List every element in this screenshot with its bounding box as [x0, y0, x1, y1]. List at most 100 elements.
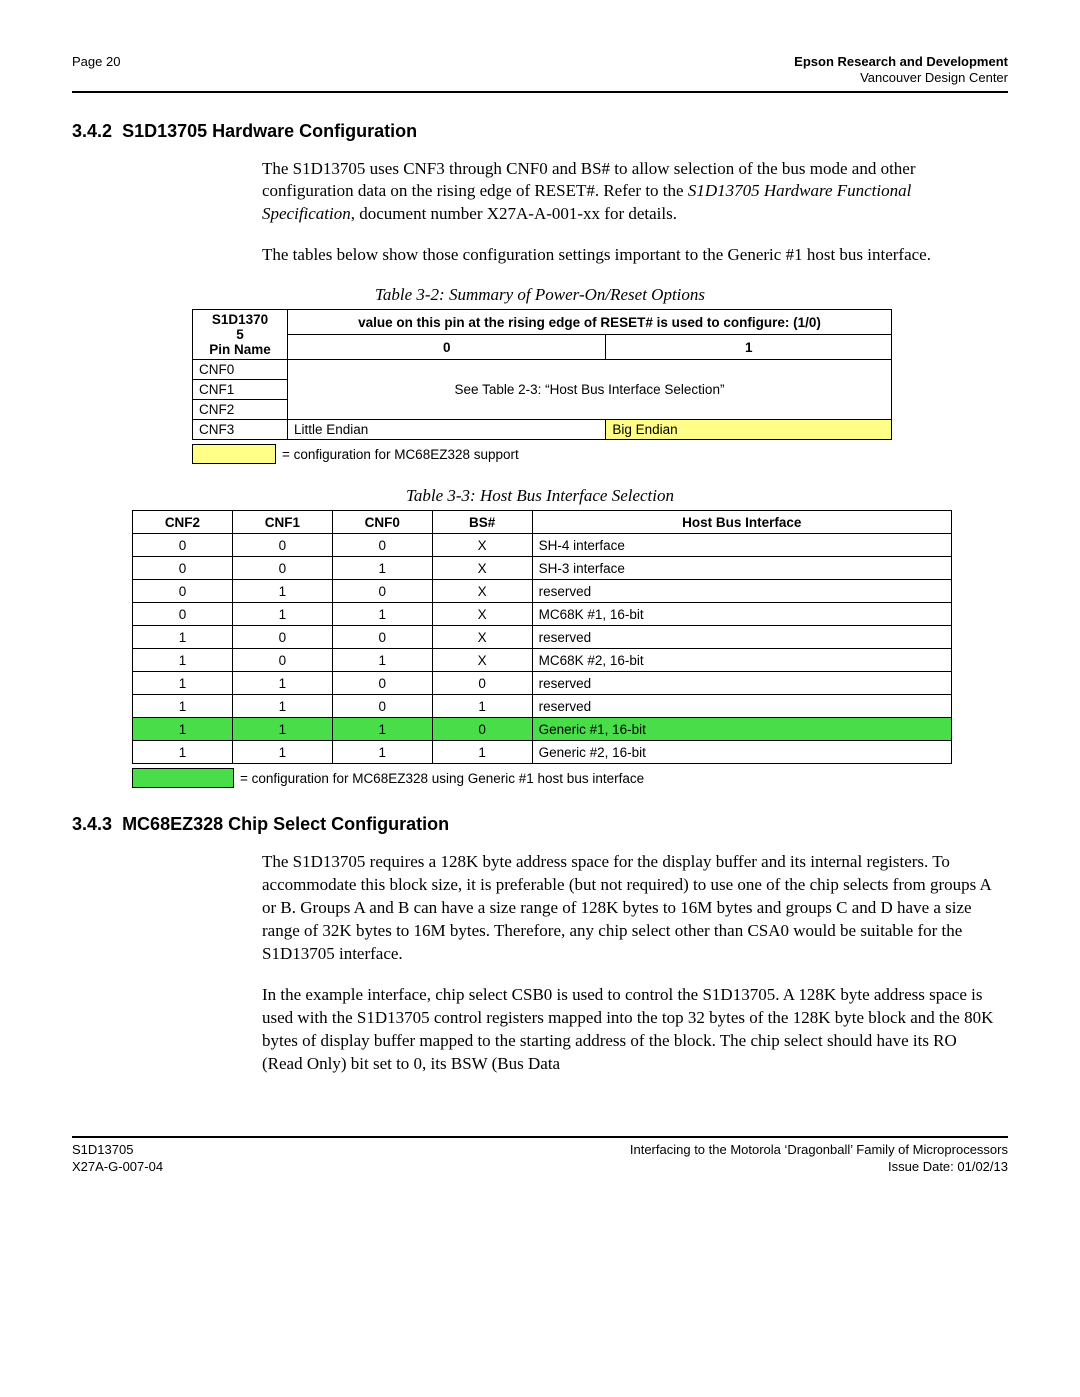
table-32: S1D1370 5 Pin Name value on this pin at …: [192, 309, 892, 440]
table-cell: 0: [232, 534, 332, 557]
table-32-cnf1: CNF1: [193, 380, 288, 400]
table-cell: 0: [232, 557, 332, 580]
table-cell: X: [432, 626, 532, 649]
table-row: 1101reserved: [133, 695, 952, 718]
table-cell-interface: SH-4 interface: [532, 534, 951, 557]
table-32-cnf3-v0: Little Endian: [288, 420, 606, 440]
table-32-legend-text: = configuration for MC68EZ328 support: [282, 447, 519, 462]
table-cell: X: [432, 580, 532, 603]
table-33-legend-text: = configuration for MC68EZ328 using Gene…: [240, 771, 644, 786]
table-32-caption: Table 3-2: Summary of Power-On/Reset Opt…: [72, 285, 1008, 305]
table-cell-interface: Generic #1, 16-bit: [532, 718, 951, 741]
table-cell: 0: [232, 626, 332, 649]
table-row: 101XMC68K #2, 16-bit: [133, 649, 952, 672]
section-342-title: S1D13705 Hardware Configuration: [122, 121, 417, 141]
table-cell: 0: [432, 718, 532, 741]
table-32-cnf3-v1: Big Endian: [606, 420, 892, 440]
page-header: Page 20 Epson Research and Development V…: [72, 54, 1008, 93]
table-cell: 1: [332, 718, 432, 741]
section-343-heading: 3.4.3 MC68EZ328 Chip Select Configuratio…: [72, 814, 1008, 835]
table-32-cfghead: value on this pin at the rising edge of …: [288, 310, 892, 335]
table-cell: 0: [133, 580, 233, 603]
header-company: Epson Research and Development: [794, 54, 1008, 69]
table-row: 001XSH-3 interface: [133, 557, 952, 580]
table-cell-interface: reserved: [532, 626, 951, 649]
table-32-cnf2: CNF2: [193, 400, 288, 420]
pinhead-l2: 5: [236, 327, 244, 342]
table-33-h4: Host Bus Interface: [532, 511, 951, 534]
table-32-legend-swatch: [192, 444, 276, 464]
table-cell: 1: [133, 626, 233, 649]
pinhead-l3: Pin Name: [209, 342, 271, 357]
table-32-cnf0: CNF0: [193, 360, 288, 380]
pinhead-l1: S1D1370: [212, 312, 268, 327]
page-number: Page 20: [72, 54, 120, 87]
page-footer: S1D13705 X27A-G-007-04 Interfacing to th…: [72, 1142, 1008, 1176]
section-342-para2: The tables below show those configuratio…: [262, 244, 1000, 267]
table-cell: 0: [332, 534, 432, 557]
table-row: 000XSH-4 interface: [133, 534, 952, 557]
table-cell: 1: [133, 649, 233, 672]
footer-right2: Issue Date: 01/02/13: [630, 1159, 1008, 1176]
table-cell: 0: [332, 626, 432, 649]
table-cell: 0: [332, 580, 432, 603]
table-cell: X: [432, 649, 532, 672]
table-row: 1100reserved: [133, 672, 952, 695]
footer-left1: S1D13705: [72, 1142, 163, 1159]
table-cell: 0: [332, 695, 432, 718]
table-cell-interface: reserved: [532, 695, 951, 718]
footer-left2: X27A-G-007-04: [72, 1159, 163, 1176]
table-cell: 1: [232, 741, 332, 764]
table-cell: X: [432, 557, 532, 580]
section-343-number: 3.4.3: [72, 814, 112, 834]
table-row: 1110Generic #1, 16-bit: [133, 718, 952, 741]
table-33-legend: = configuration for MC68EZ328 using Gene…: [132, 768, 1008, 788]
table-32-merged: See Table 2-3: “Host Bus Interface Selec…: [288, 360, 892, 420]
table-cell: 1: [232, 672, 332, 695]
table-cell: 1: [432, 695, 532, 718]
table-cell: 1: [232, 718, 332, 741]
table-32-cnf3-pin: CNF3: [193, 420, 288, 440]
section-342-number: 3.4.2: [72, 121, 112, 141]
table-32-col0: 0: [288, 335, 606, 360]
table-cell: 1: [332, 557, 432, 580]
table-cell: 0: [133, 534, 233, 557]
table-cell: 1: [133, 672, 233, 695]
section-343-para1: The S1D13705 requires a 128K byte addres…: [262, 851, 1000, 966]
table-33-legend-swatch: [132, 768, 234, 788]
table-33-h2: CNF0: [332, 511, 432, 534]
section-343-title: MC68EZ328 Chip Select Configuration: [122, 814, 449, 834]
table-cell: 1: [133, 741, 233, 764]
table-cell-interface: reserved: [532, 672, 951, 695]
table-cell-interface: Generic #2, 16-bit: [532, 741, 951, 764]
table-cell: 0: [232, 649, 332, 672]
table-cell: 0: [133, 603, 233, 626]
para1-text-b: , document number X27A-A-001-xx for deta…: [351, 204, 677, 223]
table-row: 010Xreserved: [133, 580, 952, 603]
table-cell: 1: [133, 718, 233, 741]
table-33-h0: CNF2: [133, 511, 233, 534]
table-33-h1: CNF1: [232, 511, 332, 534]
table-32-legend: = configuration for MC68EZ328 support: [192, 444, 948, 464]
table-33-caption: Table 3-3: Host Bus Interface Selection: [132, 486, 948, 506]
table-cell: X: [432, 603, 532, 626]
table-cell: 1: [133, 695, 233, 718]
table-cell: 0: [432, 672, 532, 695]
table-cell: 1: [232, 603, 332, 626]
table-cell: 1: [332, 603, 432, 626]
section-343-para2: In the example interface, chip select CS…: [262, 984, 1000, 1076]
table-32-pinhead: S1D1370 5 Pin Name: [193, 310, 288, 360]
table-cell: 1: [332, 649, 432, 672]
header-center: Vancouver Design Center: [794, 70, 1008, 86]
table-row: 011XMC68K #1, 16-bit: [133, 603, 952, 626]
table-row: 100Xreserved: [133, 626, 952, 649]
table-33: CNF2 CNF1 CNF0 BS# Host Bus Interface 00…: [132, 510, 952, 764]
footer-right1: Interfacing to the Motorola ‘Dragonball’…: [630, 1142, 1008, 1159]
section-342-heading: 3.4.2 S1D13705 Hardware Configuration: [72, 121, 1008, 142]
table-cell-interface: reserved: [532, 580, 951, 603]
table-cell: 1: [332, 741, 432, 764]
table-32-col1: 1: [606, 335, 892, 360]
table-cell: 1: [432, 741, 532, 764]
table-row: 1111Generic #2, 16-bit: [133, 741, 952, 764]
section-342-para1: The S1D13705 uses CNF3 through CNF0 and …: [262, 158, 1000, 227]
